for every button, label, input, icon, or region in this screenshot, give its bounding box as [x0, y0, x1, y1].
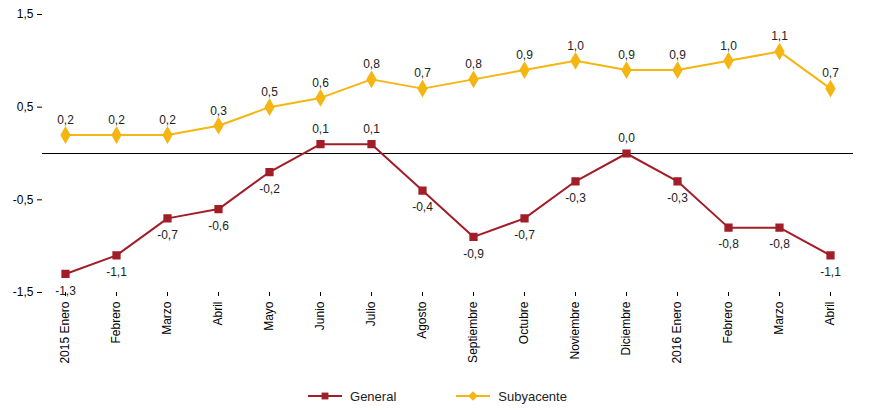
svg-text:-0,3: -0,3 — [667, 191, 688, 205]
svg-text:0,2: 0,2 — [57, 113, 74, 127]
svg-text:Febrero: Febrero — [721, 301, 735, 343]
svg-text:-0,4: -0,4 — [412, 200, 433, 214]
svg-text:0,0: 0,0 — [618, 131, 635, 145]
svg-text:-0,6: -0,6 — [208, 219, 229, 233]
svg-text:Marzo: Marzo — [772, 301, 786, 335]
svg-text:-0,2: -0,2 — [259, 182, 280, 196]
svg-text:-0,7: -0,7 — [157, 228, 178, 242]
svg-text:-1,1: -1,1 — [820, 265, 841, 279]
svg-text:1,5: 1,5 — [17, 7, 34, 21]
svg-text:2016 Enero: 2016 Enero — [670, 301, 684, 363]
svg-text:0,8: 0,8 — [363, 57, 380, 71]
svg-text:0,5: 0,5 — [17, 100, 34, 114]
svg-text:0,9: 0,9 — [669, 48, 686, 62]
svg-text:0,6: 0,6 — [312, 76, 329, 90]
html-text:General: General — [350, 388, 397, 404]
svg-text:1,0: 1,0 — [567, 39, 584, 53]
svg-text:-1,3: -1,3 — [55, 284, 76, 298]
svg-text:Noviembre: Noviembre — [568, 301, 582, 359]
svg-text:0,5: 0,5 — [261, 85, 278, 99]
svg-text:-0,5: -0,5 — [13, 193, 34, 207]
svg-text:0,2: 0,2 — [159, 113, 176, 127]
svg-text:0,8: 0,8 — [465, 57, 482, 71]
svg-text:Julio: Julio — [364, 301, 378, 326]
svg-text:0,1: 0,1 — [363, 122, 380, 136]
svg-text:-0,8: -0,8 — [718, 237, 739, 251]
svg-text:-0,3: -0,3 — [565, 191, 586, 205]
svg-text:1,0: 1,0 — [720, 39, 737, 53]
svg-text:Diciembre: Diciembre — [619, 301, 633, 355]
svg-text:Mayo: Mayo — [262, 301, 276, 331]
svg-text:0,7: 0,7 — [822, 66, 839, 80]
svg-text:Octubre: Octubre — [517, 301, 531, 344]
svg-text:0,2: 0,2 — [108, 113, 125, 127]
svg-text:-0,7: -0,7 — [514, 228, 535, 242]
svg-text:Febrero: Febrero — [109, 301, 123, 343]
html-text:Subyacente: Subyacente — [498, 388, 567, 404]
svg-text:-1,5: -1,5 — [13, 285, 34, 299]
svg-text:0,9: 0,9 — [618, 48, 635, 62]
svg-text:0,1: 0,1 — [312, 122, 329, 136]
svg-text:2015 Enero: 2015 Enero — [58, 301, 72, 363]
svg-text:Marzo: Marzo — [160, 301, 174, 335]
svg-text:1,1: 1,1 — [771, 29, 788, 43]
svg-text:0,3: 0,3 — [210, 104, 227, 118]
svg-text:Agosto: Agosto — [415, 301, 429, 339]
svg-text:-1,1: -1,1 — [106, 265, 127, 279]
svg-text:Abril: Abril — [823, 302, 837, 326]
svg-text:-0,9: -0,9 — [463, 247, 484, 261]
svg-text:-0,8: -0,8 — [769, 237, 790, 251]
svg-text:Abril: Abril — [211, 302, 225, 326]
svg-text:0,7: 0,7 — [414, 66, 431, 80]
svg-text:Septiembre: Septiembre — [466, 301, 480, 363]
svg-text:Junio: Junio — [313, 301, 327, 330]
svg-text:0,9: 0,9 — [516, 48, 533, 62]
